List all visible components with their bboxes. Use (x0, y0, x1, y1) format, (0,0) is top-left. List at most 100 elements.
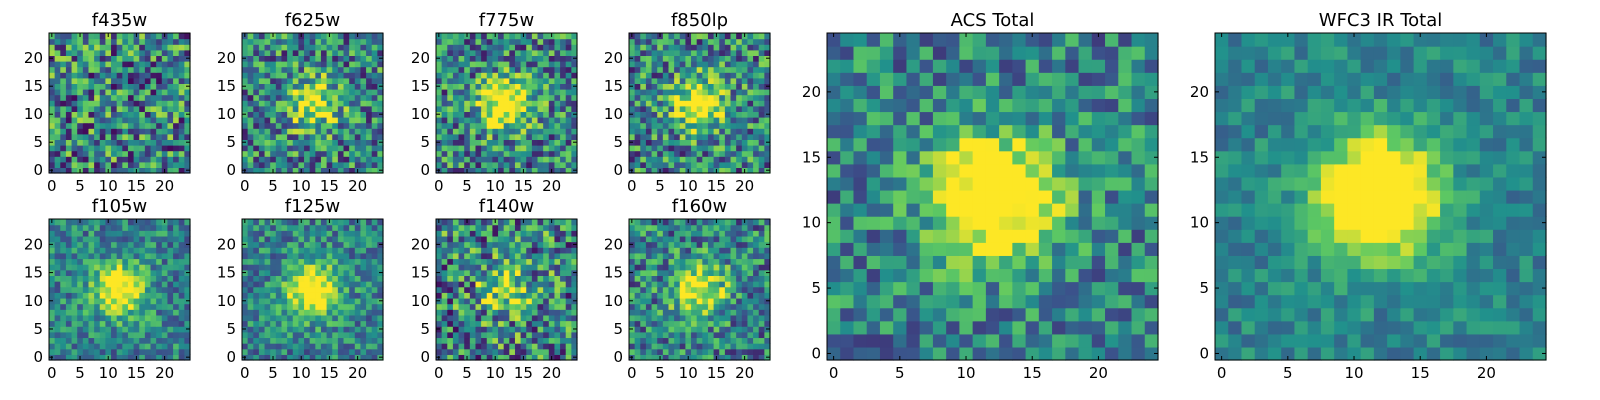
pixel-cell (173, 77, 180, 84)
pixel-cell (315, 77, 322, 84)
pixel-cell (60, 252, 67, 260)
pixel-cell (122, 105, 129, 112)
pixel-cell (548, 77, 556, 84)
pixel-cell (60, 241, 67, 248)
pixel-cell (464, 156, 471, 163)
pixel-cell (475, 303, 482, 310)
pixel-cell (492, 269, 499, 276)
pixel-cell (247, 128, 254, 135)
pixel-cell (99, 230, 106, 237)
pixel-cell (253, 297, 260, 305)
pixel-cell (281, 111, 288, 118)
pixel-cell (509, 167, 516, 174)
pixel-cell (377, 337, 384, 344)
pixel-cell (156, 161, 163, 168)
pixel-cell (111, 61, 118, 68)
pixel-cell (486, 331, 493, 339)
pixel-cell (674, 269, 681, 276)
pixel-cell (565, 145, 572, 152)
pixel-cell (514, 38, 522, 45)
pixel-cell (315, 139, 322, 146)
pixel-cell (753, 314, 760, 322)
pixel-cell (668, 128, 675, 135)
pixel-cell (264, 320, 271, 327)
pixel-cell (127, 331, 135, 339)
pixel-cell (674, 343, 681, 350)
pixel-cell (679, 297, 686, 305)
pixel-cell (332, 224, 339, 231)
pixel-cell (662, 83, 670, 90)
pixel-cell (111, 264, 118, 271)
pixel-cell (560, 320, 567, 327)
pixel-cell (258, 303, 266, 310)
pixel-cell (691, 269, 698, 276)
pixel-cell (315, 224, 322, 231)
pixel-cell (758, 89, 765, 96)
pixel-cell (332, 55, 339, 62)
pixel-cell (144, 139, 152, 146)
pixel-cell (713, 72, 720, 79)
pixel-cell (167, 331, 174, 339)
pixel-cell (679, 122, 686, 129)
pixel-cell (668, 167, 675, 174)
pixel-cell (554, 94, 561, 101)
pixel-cell (498, 224, 505, 231)
pixel-cell (526, 219, 533, 226)
pixel-cell (242, 89, 249, 96)
pixel-cell (371, 303, 378, 310)
pixel-cell (309, 348, 316, 355)
pixel-cell (548, 83, 556, 90)
pixel-cell (464, 89, 471, 96)
pixel-cell (747, 326, 754, 333)
pixel-cell (156, 219, 163, 226)
pixel-cell (662, 292, 670, 299)
pixel-cell (486, 44, 493, 51)
pixel-cell (337, 139, 345, 146)
pixel-cell (707, 348, 715, 355)
pixel-cell (315, 55, 322, 62)
pixel-cell (503, 252, 510, 260)
pixel-cell (475, 100, 482, 107)
pixel-cell (320, 145, 328, 152)
pixel-cell (349, 264, 356, 271)
pixel-cell (150, 72, 157, 79)
pixel-cell (156, 303, 163, 310)
pixel-cell (758, 314, 765, 322)
pixel-cell (436, 309, 443, 316)
pixel-cell (753, 275, 760, 282)
pixel-cell (150, 331, 157, 339)
pixel-cell (337, 117, 345, 124)
pixel-cell (469, 230, 477, 237)
pixel-cell (436, 320, 443, 327)
pixel-cell (464, 49, 471, 56)
pixel-cell (258, 161, 266, 168)
pixel-cell (139, 247, 146, 254)
pixel-cell (548, 61, 556, 68)
pixel-cell (49, 230, 56, 237)
pixel-cell (531, 105, 539, 112)
pixel-cell (332, 66, 339, 73)
pixel-cell (730, 331, 737, 339)
pixel-cell (298, 44, 305, 51)
pixel-cell (741, 348, 749, 355)
pixel-cell (116, 303, 123, 310)
pixel-cell (116, 100, 123, 107)
pixel-cell (526, 224, 533, 231)
pixel-cell (509, 303, 516, 310)
pixel-cell (758, 281, 765, 288)
pixel-cell (696, 83, 703, 90)
y-tick-label: 10 (217, 105, 236, 123)
pixel-cell (320, 66, 328, 73)
pixel-cell (292, 224, 299, 231)
pixel-cell (298, 150, 305, 157)
pixel-cell (337, 161, 345, 168)
pixel-cell (640, 348, 647, 355)
pixel-cell (469, 258, 477, 265)
panel-title: f105w (92, 196, 147, 217)
pixel-cell (509, 44, 516, 51)
pixel-cell (360, 281, 367, 288)
pixel-cell (371, 44, 378, 51)
pixel-cell (65, 94, 73, 101)
pixel-cell (560, 219, 567, 226)
